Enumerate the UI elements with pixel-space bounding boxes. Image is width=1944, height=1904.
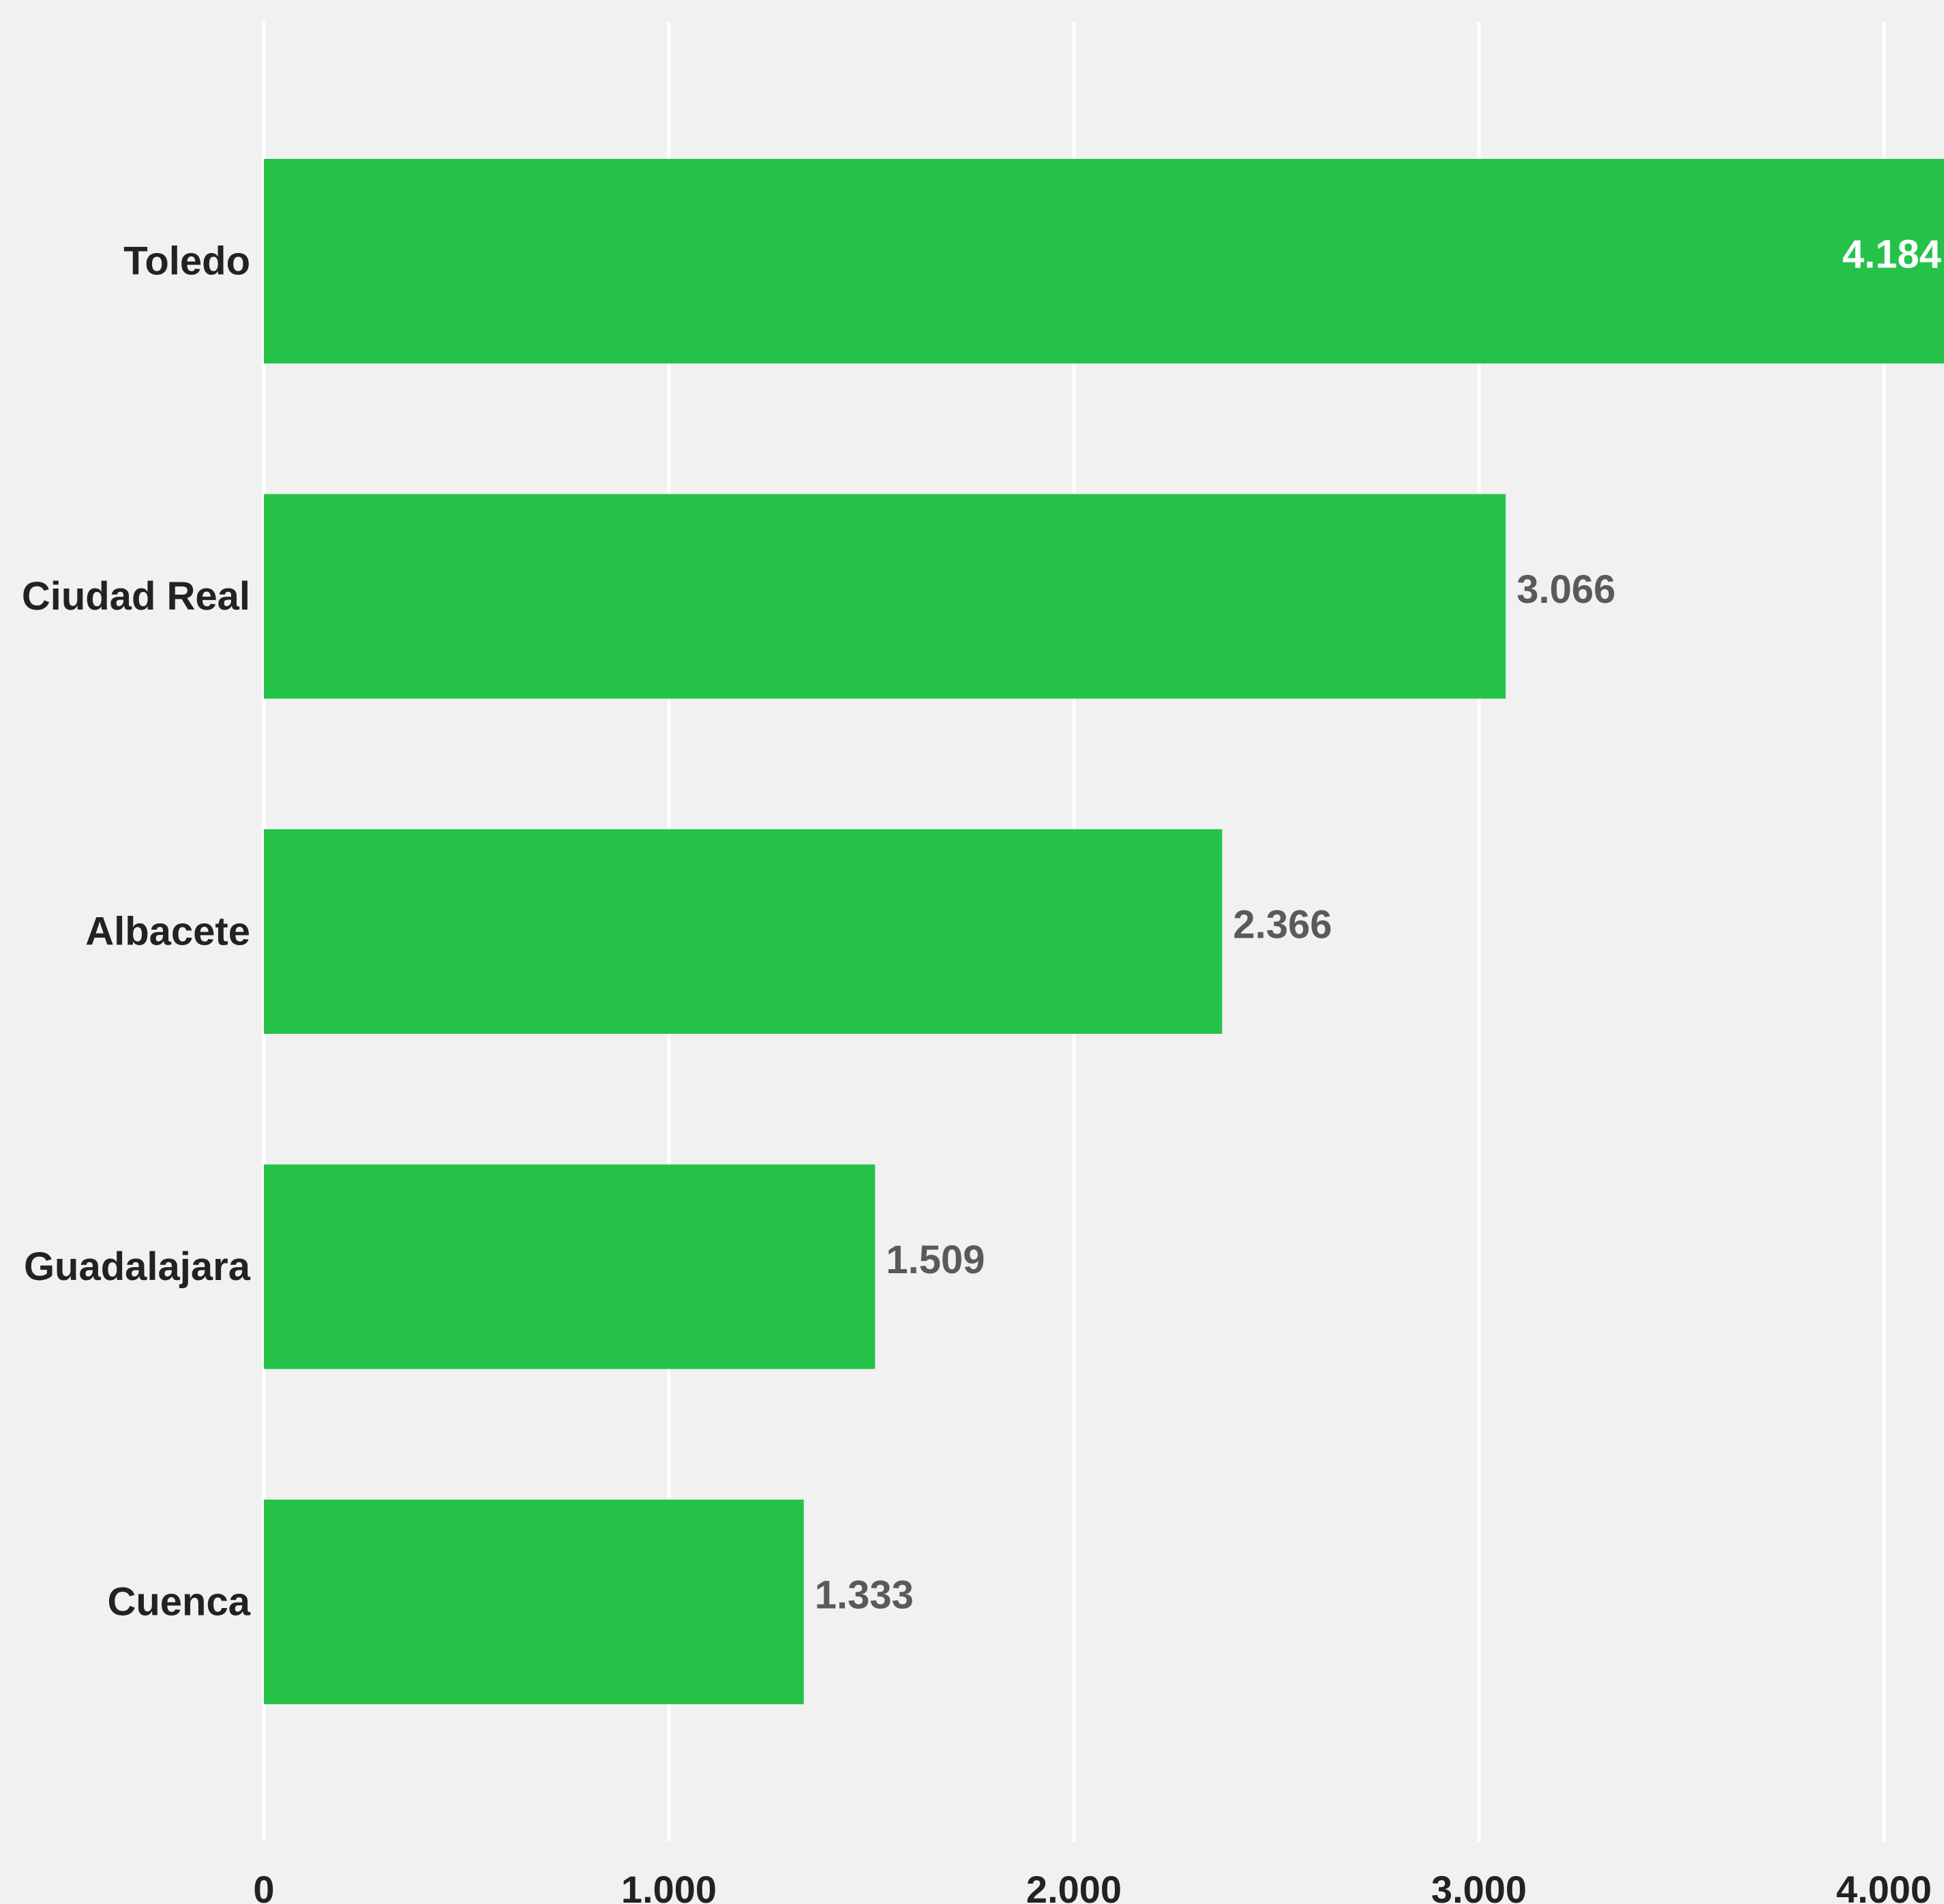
value-label-4: 1.333: [815, 1573, 914, 1618]
bar-3: [264, 1164, 876, 1369]
x-tick-label-0: 0: [253, 1868, 274, 1904]
category-label-1: Ciudad Real: [22, 574, 250, 619]
value-labels: 4.184 3.066 2.366 1.509 1.333: [815, 233, 1941, 1618]
category-label-2: Albacete: [85, 910, 250, 954]
value-label-2: 2.366: [1233, 903, 1332, 947]
x-tick-label-4: 4.000: [1836, 1868, 1932, 1904]
category-label-0: Toledo: [123, 239, 250, 284]
category-label-3: Guadalajara: [24, 1245, 251, 1289]
x-tick-label-3: 3.000: [1431, 1868, 1527, 1904]
category-label-4: Cuenca: [107, 1580, 250, 1624]
bar-2: [264, 829, 1223, 1034]
x-tick-label-2: 2.000: [1026, 1868, 1122, 1904]
bar-0: [264, 159, 1944, 363]
bar-1: [264, 494, 1506, 699]
bar-4: [264, 1500, 804, 1704]
category-labels: Toledo Ciudad Real Albacete Guadalajara Cuen…: [22, 239, 251, 1624]
x-axis-tick-labels: 0 1.000 2.000 3.000 4.000: [253, 1868, 1932, 1904]
bars: [264, 159, 1944, 1704]
x-tick-label-1: 1.000: [621, 1868, 717, 1904]
value-label-3: 1.509: [886, 1238, 985, 1282]
value-label-0: 4.184: [1842, 233, 1941, 277]
value-label-1: 3.066: [1516, 567, 1615, 612]
